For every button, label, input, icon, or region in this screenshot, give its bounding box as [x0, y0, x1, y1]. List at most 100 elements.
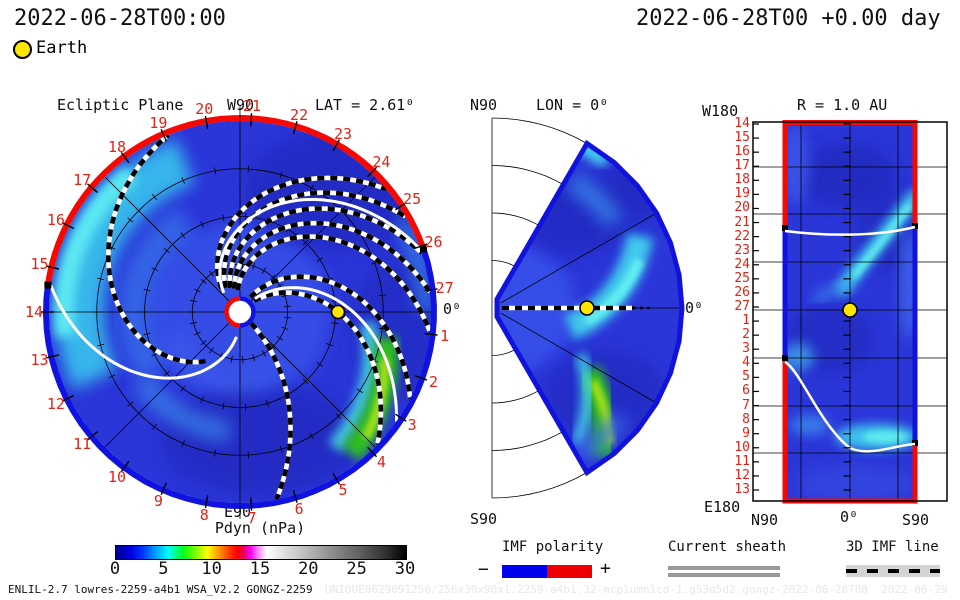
earth-marker: [579, 300, 595, 316]
tick: [332, 139, 341, 152]
tick: [46, 265, 60, 270]
colorbar-tick-label: 10: [201, 559, 222, 579]
day-label: 10: [734, 439, 750, 455]
tick: [194, 331, 201, 336]
day-label: 16: [46, 210, 65, 229]
day-label: 6: [742, 383, 750, 399]
tick: [230, 355, 233, 363]
tick: [214, 167, 217, 175]
tick: [279, 445, 283, 453]
tick: [335, 413, 342, 420]
day-ticks: [753, 123, 851, 491]
day-label: 5: [338, 481, 348, 500]
day-label: 16: [734, 144, 750, 160]
polarity-transition-marker: [420, 245, 427, 253]
tick: [163, 248, 170, 254]
day-label: 14: [24, 303, 44, 321]
imf-line-3d: [221, 190, 407, 289]
tick: [309, 432, 314, 440]
day-label: 14: [734, 116, 750, 131]
tick: [276, 335, 284, 341]
imf-line-3d: [235, 234, 433, 333]
run-id: UNIQUE0629091250/256x30x90x1.2259-a4b1.3…: [325, 583, 948, 596]
tick: [414, 243, 428, 250]
day-label: 25: [734, 270, 750, 286]
day-label: 7: [247, 508, 257, 527]
day-label: 21: [734, 214, 750, 230]
tick: [281, 326, 289, 330]
tick: [97, 343, 105, 347]
map-frame: [752, 121, 948, 502]
pressure-texture: [785, 125, 915, 501]
colorbar-tick-label: 25: [346, 559, 367, 579]
tick: [309, 184, 314, 192]
model-info: ENLIL-2.7 lowres-2259-a4b1 WSA_V2.2 GONG…: [8, 583, 313, 596]
tick: [326, 343, 334, 347]
tick: [356, 388, 363, 393]
tick: [180, 385, 186, 392]
tick: [283, 305, 291, 308]
day-label: 2: [742, 327, 750, 343]
day-label: 12: [46, 395, 65, 414]
tick: [367, 446, 378, 458]
tick: [181, 440, 186, 447]
imf-3d-swatch: [846, 565, 940, 577]
tick: [151, 267, 158, 272]
tick: [190, 299, 198, 303]
tick: [204, 495, 209, 509]
sun-ring-positive: [224, 296, 240, 328]
colorbar-tick-label: 30: [394, 559, 416, 579]
middle-plot-south-label: S90: [470, 510, 498, 528]
tick: [127, 217, 134, 223]
tick: [180, 232, 186, 239]
tick: [190, 321, 198, 325]
tick: [120, 460, 130, 473]
day-label: 23: [333, 124, 353, 143]
tick: [222, 214, 225, 222]
day-label: 5: [742, 369, 750, 385]
left-plot-title: Ecliptic Plane: [57, 96, 184, 114]
tick: [127, 401, 134, 407]
sun-ring-negative: [240, 296, 256, 328]
day-label: 6: [294, 500, 304, 519]
day-label: 4: [376, 452, 386, 471]
tick: [395, 202, 407, 211]
day-label: 13: [734, 482, 750, 497]
day-label: 9: [153, 492, 163, 511]
tick: [395, 413, 407, 422]
day-label: 1: [742, 313, 750, 329]
tick: [261, 267, 266, 274]
day-label: 27: [435, 279, 454, 298]
day-label: 19: [734, 186, 750, 202]
day-label: 1: [440, 326, 450, 345]
tick: [61, 222, 75, 230]
day-label: 27: [734, 299, 750, 314]
tick: [200, 278, 207, 284]
tick: [143, 288, 151, 292]
day-label: 18: [734, 172, 750, 188]
imf-line-3d: [105, 133, 206, 365]
right-plot-xlabel-s90: S90: [902, 511, 930, 529]
day-label: 19: [149, 113, 168, 132]
tick: [61, 394, 75, 402]
left-plot-lat-label: LAT = 2.61⁰: [315, 96, 415, 114]
tick: [87, 431, 98, 441]
tick: [302, 239, 309, 246]
day-label: 22: [290, 105, 309, 124]
tick: [252, 262, 256, 270]
tick: [266, 400, 269, 407]
imf-negative-swatch: [502, 565, 547, 578]
imf-plus-sign: +: [600, 558, 611, 579]
day-label: 17: [73, 170, 92, 189]
tick: [160, 482, 167, 496]
day-label: 26: [424, 232, 443, 251]
day-label: 9: [742, 425, 750, 441]
tick: [160, 128, 167, 142]
earth-legend-label: Earth: [36, 38, 88, 58]
tick: [276, 283, 284, 289]
day-ticks: [41, 113, 438, 511]
tick: [270, 274, 276, 281]
meridional-plane-heatmap: [491, 117, 685, 499]
tick: [250, 113, 253, 127]
day-label: 20: [195, 100, 214, 119]
